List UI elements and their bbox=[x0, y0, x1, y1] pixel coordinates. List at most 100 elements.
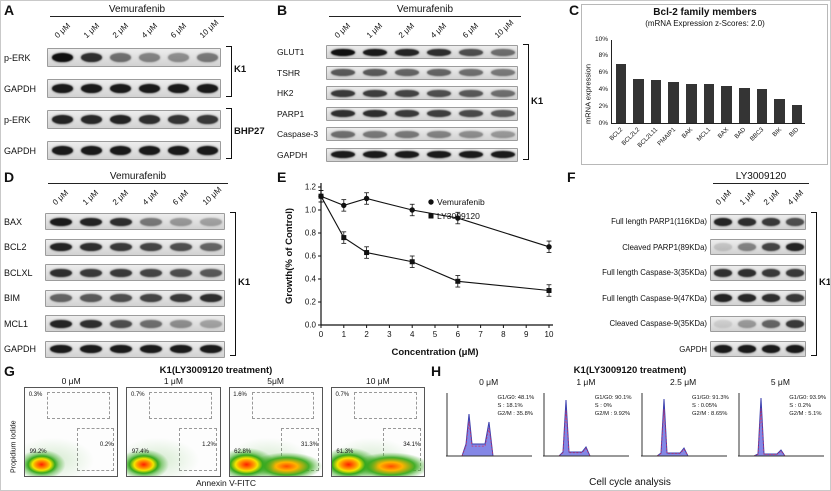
flow-title: K1(LY3009120 treatment) bbox=[159, 365, 273, 376]
cell-line-label: BHP27 bbox=[234, 125, 265, 137]
protein-band bbox=[80, 53, 103, 62]
bar bbox=[650, 80, 662, 123]
blot-strip bbox=[326, 86, 518, 101]
histogram-svg bbox=[737, 393, 824, 457]
protein-band bbox=[459, 151, 483, 159]
dose-label: 4 μM bbox=[140, 188, 161, 207]
blot-row: GAPDH bbox=[567, 337, 806, 363]
drug-name: LY3009120 bbox=[713, 171, 809, 184]
protein-band bbox=[79, 345, 103, 354]
cellcycle-subplot: 0 μM G1/G0: 48.1% S : 18.1% G2/M : 35.8% bbox=[443, 377, 534, 466]
protein-band bbox=[459, 130, 483, 138]
protein-band bbox=[80, 146, 103, 155]
protein-band bbox=[169, 243, 193, 252]
blot-row: Caspase-3 bbox=[277, 124, 518, 145]
fit-curve bbox=[739, 408, 823, 457]
blot-strip bbox=[45, 340, 225, 358]
data-point-circle bbox=[341, 202, 347, 209]
flow-subplot: 5μM 1.6% 62.8% 31.3% bbox=[228, 376, 323, 477]
protein-label: BCL2 bbox=[4, 242, 27, 253]
blot-row: MCL1 bbox=[4, 311, 225, 337]
protein-band bbox=[109, 345, 133, 354]
growth-chart: 0 1 2 3 4 5 6 7 8 9 10 0.0 0.2 0.4 0.6 0.8 1.0 1.2 Vemuraf… bbox=[281, 173, 563, 363]
group-bracket bbox=[226, 107, 232, 159]
protein-band bbox=[363, 110, 387, 118]
panel-h-label: H bbox=[431, 363, 442, 379]
protein-band bbox=[169, 268, 193, 277]
panel-e: E 0 1 2 3 4 5 6 7 8 9 10 0.0 0.2 0.4 0.6 0.8 1.0 1.2 Vemur… bbox=[277, 170, 563, 363]
data-point-circle bbox=[363, 195, 370, 202]
protein-band bbox=[138, 84, 161, 93]
panel-a-blot: Vemurafenib 0 μM 1 μM 2 μM 4 μM 6 μM 10 μM p-ER… bbox=[4, 4, 272, 167]
blot-strip bbox=[45, 264, 225, 282]
protein-band bbox=[786, 294, 804, 303]
dose-label: 6 μM bbox=[170, 188, 191, 207]
panel-b: B Vemurafenib 0 μM 1 μM 2 μM 4 μM 6 μM 10 μM GL… bbox=[277, 3, 565, 167]
histogram-svg bbox=[543, 393, 630, 457]
protein-band bbox=[199, 319, 223, 328]
flow-subplot: 10 μM 0.7% 61.3% 34.1% bbox=[330, 376, 425, 477]
group-bracket bbox=[523, 44, 529, 161]
flow-subplot: 1 μM 0.7% 97.4% 1.2% bbox=[126, 376, 221, 477]
chart-text: 0.4 bbox=[305, 275, 317, 284]
series-line bbox=[320, 195, 550, 248]
dose-label: 1 μM bbox=[81, 21, 101, 40]
chart-text: 0.2 bbox=[305, 298, 317, 307]
blot-strip bbox=[326, 106, 518, 121]
protein-band bbox=[169, 319, 193, 328]
histogram-svg bbox=[446, 393, 532, 457]
panel-b-blot: Vemurafenib 0 μM 1 μM 2 μM 4 μM 6 μM 10 μM GLUT… bbox=[277, 4, 565, 167]
protein-band bbox=[427, 151, 451, 159]
dose-label: 2 μM bbox=[762, 188, 782, 207]
quad-lower-left-pct: 99.2% bbox=[29, 448, 47, 455]
blot-row: BIM bbox=[4, 286, 225, 312]
protein-label: HK2 bbox=[277, 88, 294, 99]
protein-band bbox=[762, 294, 780, 303]
protein-band bbox=[786, 319, 804, 328]
chart-text: 1 bbox=[342, 330, 347, 339]
quad-upper-pct: 1.6% bbox=[233, 392, 247, 399]
protein-label: GAPDH bbox=[4, 83, 37, 94]
stat-line: G1/G0: 91.3% bbox=[692, 395, 729, 401]
protein-band bbox=[427, 130, 451, 138]
blot-strip bbox=[326, 65, 518, 80]
stat-line: G1/G0: 93.9% bbox=[789, 395, 826, 401]
protein-band bbox=[79, 243, 103, 252]
protein-band bbox=[491, 48, 515, 56]
dose-label: 0 μM bbox=[332, 21, 352, 40]
protein-label: GLUT1 bbox=[277, 47, 305, 58]
cell-population bbox=[25, 388, 118, 476]
protein-label: GAPDH bbox=[4, 145, 37, 156]
fit-curve bbox=[448, 421, 531, 457]
protein-band bbox=[49, 345, 73, 354]
panel-g-label: G bbox=[4, 363, 15, 379]
protein-band bbox=[196, 115, 219, 124]
scatter-plot: 0.3% 99.2% 0.2% bbox=[24, 387, 119, 477]
blot-row: Cleaved PARP1(89KDa) bbox=[567, 235, 806, 261]
quad-lower-right-pct: 31.3% bbox=[301, 441, 319, 448]
bar bbox=[633, 78, 644, 123]
protein-band bbox=[138, 53, 161, 62]
flow-x-axis-label: Annexin V-FITC bbox=[196, 478, 256, 488]
legend-label: LY3009120 bbox=[437, 211, 480, 221]
protein-band bbox=[395, 151, 419, 159]
protein-band bbox=[109, 146, 132, 155]
chart-text: 7 bbox=[478, 330, 483, 339]
bcl2-chart-title: Bcl-2 family members bbox=[653, 7, 757, 18]
dose-label: 4 μM bbox=[139, 21, 159, 40]
protein-band bbox=[51, 146, 74, 155]
blot-strip bbox=[326, 45, 518, 60]
dose-row: 0 μM 1 μM 2 μM 4 μM bbox=[713, 184, 809, 209]
dose-label: 2.5 μM bbox=[670, 377, 697, 387]
panel-f-label: F bbox=[567, 169, 576, 185]
protein-label: GAPDH bbox=[277, 149, 308, 160]
scatter-plot: 0.7% 61.3% 34.1% bbox=[330, 387, 425, 477]
protein-band bbox=[139, 268, 163, 277]
cell-line-label: K1 bbox=[234, 63, 247, 75]
cellcycle-stats: G1/G0: 48.1% S : 18.1% G2/M : 35.8% bbox=[498, 395, 535, 418]
blot-row: PARP1 bbox=[277, 104, 518, 125]
y-axis-label: Growth(% of Control) bbox=[284, 208, 295, 304]
dose-label: 1 μM bbox=[163, 376, 183, 386]
protein-band bbox=[138, 115, 161, 124]
protein-label: Caspase-3 bbox=[277, 129, 319, 140]
